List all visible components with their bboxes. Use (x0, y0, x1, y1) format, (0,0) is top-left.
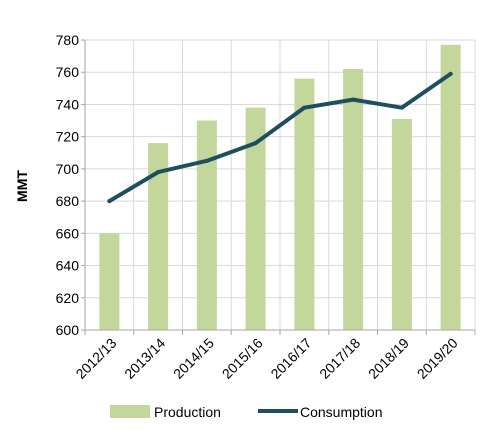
y-tick-label: 740 (56, 96, 80, 112)
x-tick-labels: 2012/13 2013/14 2014/15 2015/16 2016/17 2017/… (72, 335, 460, 382)
point-consumption (204, 158, 209, 163)
bar-production (196, 120, 217, 330)
x-tick-label: 2018/19 (365, 335, 412, 382)
x-tick-label: 2019/20 (414, 335, 461, 382)
point-consumption (399, 105, 404, 110)
point-consumption (351, 97, 356, 102)
x-tick-label: 2012/13 (72, 335, 119, 382)
point-consumption (107, 199, 112, 204)
x-tick-label: 2017/18 (316, 335, 363, 382)
y-tick-labels: 600 620 640 660 680 700 720 740 760 780 (56, 32, 80, 338)
line-consumption (107, 71, 453, 204)
y-tick-label: 600 (56, 322, 80, 338)
production-bars (99, 44, 461, 331)
bar-production (148, 143, 169, 330)
legend-swatch-production (110, 405, 150, 418)
point-consumption (302, 105, 307, 110)
x-tick-label: 2013/14 (121, 335, 168, 382)
y-tick-label: 620 (56, 290, 80, 306)
x-tick-label: 2014/15 (170, 335, 217, 382)
y-tick-label: 700 (56, 161, 80, 177)
point-consumption (156, 170, 161, 175)
y-tick-label: 680 (56, 193, 80, 209)
y-tick-label: 660 (56, 225, 80, 241)
bar-production (99, 233, 120, 330)
legend-label-production: Production (154, 404, 221, 420)
axes (81, 39, 476, 335)
y-tick-label: 760 (56, 64, 80, 80)
y-axis-title: MMT (14, 170, 30, 202)
legend-label-consumption: Consumption (300, 404, 383, 420)
legend: Production Consumption (110, 404, 383, 420)
y-tick-label: 640 (56, 258, 80, 274)
point-consumption (253, 141, 258, 146)
point-consumption (448, 71, 453, 76)
bar-production (343, 69, 364, 330)
y-tick-label: 720 (56, 129, 80, 145)
bar-production (440, 44, 461, 330)
bar-production (294, 78, 315, 331)
y-tick-label: 780 (56, 32, 80, 48)
x-tick-label: 2015/16 (219, 335, 266, 382)
bar-production (391, 118, 412, 330)
gridlines (85, 39, 476, 330)
bar-production (245, 107, 266, 331)
x-tick-label: 2016/17 (267, 335, 314, 382)
consumption-line (107, 71, 453, 204)
